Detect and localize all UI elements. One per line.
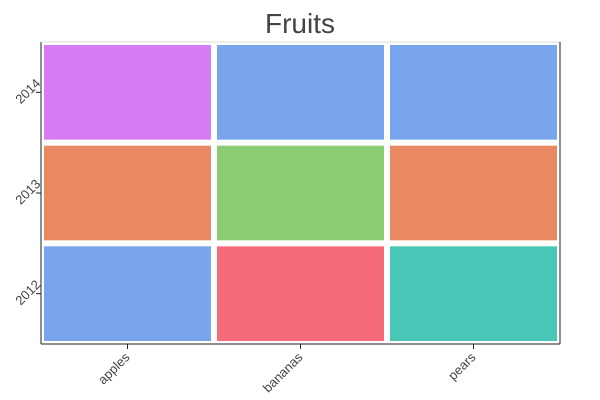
heatmap-cell-pears-2012 xyxy=(390,246,557,341)
x-axis-ticks: apples bananas pears xyxy=(95,344,479,395)
x-tick-label-apples: apples xyxy=(95,349,133,387)
heatmap-cell-apples-2012 xyxy=(44,246,211,341)
y-tick-label-2012: 2012 xyxy=(12,277,43,308)
x-tick-label-pears: pears xyxy=(445,349,479,383)
heatmap-cell-pears-2013 xyxy=(390,145,557,241)
y-axis-ticks: 2012 2013 2014 xyxy=(12,76,43,308)
heatmap-cell-pears-2014 xyxy=(390,45,557,140)
heatmap-cell-apples-2014 xyxy=(44,45,211,140)
heatmap-cell-bananas-2013 xyxy=(217,145,384,241)
chart-title: Fruits xyxy=(265,8,335,39)
heatmap-cells xyxy=(44,45,557,341)
heatmap-cell-bananas-2012 xyxy=(217,246,384,341)
heatmap-cell-apples-2013 xyxy=(44,145,211,241)
x-tick-label-bananas: bananas xyxy=(260,349,306,395)
heatmap-cell-bananas-2014 xyxy=(217,45,384,140)
y-tick-label-2013: 2013 xyxy=(12,176,43,207)
y-tick-label-2014: 2014 xyxy=(12,76,43,107)
